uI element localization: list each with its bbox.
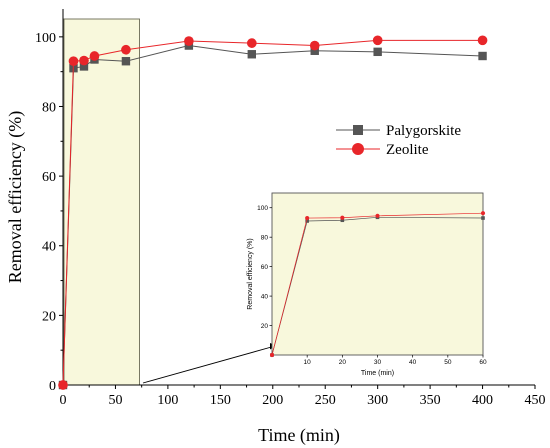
inset-y-tick-label: 80: [261, 235, 269, 242]
inset-chart: 10 20 30 40 50 60 20 40 60 80 100 Time (min) Removal…: [247, 192, 487, 377]
inset-x-axis-title: Time (min): [361, 370, 394, 377]
main-point-palygorskite: [310, 46, 319, 55]
legend-label: Zeolite: [386, 142, 429, 158]
x-axis-title: Time (min): [258, 425, 340, 446]
main-point-palygorskite: [373, 47, 382, 57]
main-point-palygorskite: [121, 57, 131, 66]
inset-x-tick-label: 40: [409, 359, 417, 366]
inset-x-tick-label: 10: [304, 359, 312, 366]
inset-y-tick-label: 40: [261, 294, 269, 301]
inset-y-axis-title: Removal efficiency (%): [247, 238, 254, 309]
inset-y-tick-label: 20: [261, 323, 269, 330]
y-tick-label: 40: [42, 240, 56, 255]
x-tick-label: 50: [108, 393, 122, 408]
main-point-zeolite: [477, 35, 488, 46]
y-tick-label: 20: [42, 309, 56, 324]
main-point-zeolite: [246, 38, 257, 48]
legend: Palygorskite Zeolite: [332, 117, 461, 167]
legend-square-marker: [353, 125, 363, 135]
legend-label: Palygorskite: [386, 123, 461, 139]
main-point-zeolite: [68, 56, 79, 67]
main-point-zeolite: [58, 380, 68, 390]
inset-x-tick-label: 60: [479, 359, 487, 366]
main-point-palygorskite: [478, 51, 487, 61]
main-point-palygorskite: [79, 62, 89, 71]
inset-x-tick-label: 50: [444, 359, 452, 366]
x-tick-label: 150: [210, 393, 231, 408]
inset-x-tick-label: 30: [374, 359, 382, 366]
x-tick-label: 0: [60, 393, 67, 408]
inset-point-zeolite: [480, 211, 486, 216]
x-tick-label: 100: [157, 393, 178, 408]
x-tick-label: 450: [525, 393, 546, 408]
inset-y-tick-label: 100: [257, 205, 268, 212]
x-tick-label: 300: [367, 393, 388, 408]
inset-point-palygorskite: [305, 219, 309, 223]
main-line-zeolite: [62, 39, 483, 386]
x-tick-label: 200: [262, 393, 283, 408]
main-point-zeolite: [309, 40, 320, 51]
y-tick-label: 60: [42, 170, 56, 185]
main-point-zeolite: [372, 35, 383, 46]
inset-point-zeolite: [305, 215, 310, 221]
main-point-zeolite: [121, 44, 131, 55]
inset-point-zeolite: [269, 352, 275, 358]
y-axis-title: Removal efficiency (%): [5, 111, 26, 284]
connector-line: [142, 345, 276, 384]
legend-box: [332, 117, 450, 167]
y-tick-label: 100: [35, 31, 56, 46]
inset-x-tick-label: 20: [339, 359, 347, 366]
inset-y-tick-label: 60: [261, 264, 269, 271]
main-line-palygorskite: [62, 45, 483, 386]
inset-point-palygorskite: [481, 216, 485, 220]
legend-circle-marker: [352, 143, 364, 155]
x-tick-label: 400: [472, 393, 493, 408]
x-tick-label: 350: [420, 393, 441, 408]
y-tick-label: 0: [49, 379, 56, 394]
highlight-region: [63, 18, 140, 386]
main-point-zeolite: [89, 51, 100, 61]
y-tick-label: 80: [42, 100, 56, 115]
main-point-zeolite: [79, 55, 89, 66]
x-tick-label: 250: [315, 393, 336, 408]
main-point-zeolite: [184, 36, 194, 46]
inset-point-zeolite: [340, 215, 345, 220]
inset-point-zeolite: [375, 213, 380, 218]
inset-point-palygorskite: [340, 218, 345, 223]
main-point-palygorskite: [247, 50, 256, 59]
